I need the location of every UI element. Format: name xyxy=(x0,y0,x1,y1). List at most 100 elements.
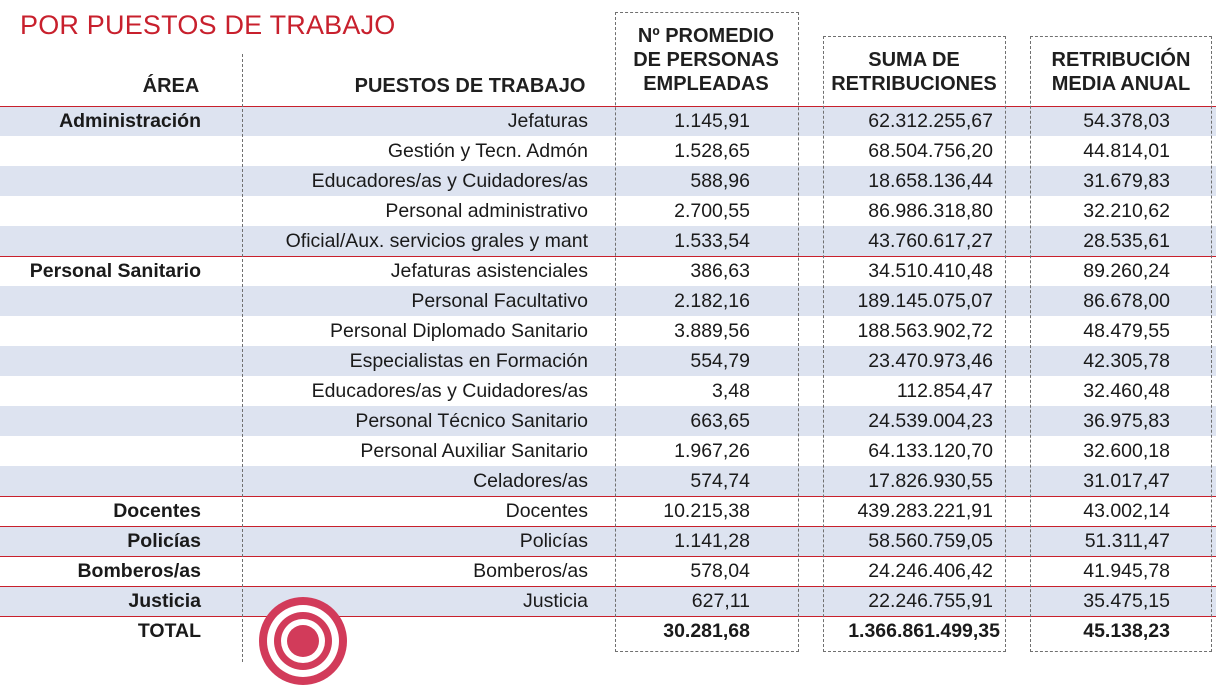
header-media: RETRIBUCIÓN MEDIA ANUAL xyxy=(1030,48,1212,96)
group-separator xyxy=(0,106,1216,107)
group-separator xyxy=(0,616,1216,617)
column-divider xyxy=(242,54,243,662)
suma-cell: 43.760.617,27 xyxy=(868,230,993,252)
media-cell: 43.002,14 xyxy=(1083,500,1170,522)
area-cell: Bomberos/as xyxy=(77,560,201,582)
puesto-cell: Jefaturas xyxy=(507,110,588,132)
promedio-cell: 588,96 xyxy=(690,170,750,192)
suma-cell: 22.246.755,91 xyxy=(868,590,993,612)
column-frame-media xyxy=(1030,36,1212,652)
promedio-cell: 3.889,56 xyxy=(674,320,750,342)
media-cell: 35.475,15 xyxy=(1083,590,1170,612)
total-promedio: 30.281,68 xyxy=(663,620,750,642)
suma-cell: 86.986.318,80 xyxy=(868,200,993,222)
suma-cell: 62.312.255,67 xyxy=(868,110,993,132)
area-cell: Personal Sanitario xyxy=(29,260,201,282)
group-separator xyxy=(0,496,1216,497)
suma-cell: 23.470.973,46 xyxy=(868,350,993,372)
row-band xyxy=(0,106,1216,136)
header-promedio-line1: Nº PROMEDIO xyxy=(637,25,775,47)
header-puesto: PUESTOS DE TRABAJO xyxy=(354,75,586,97)
suma-cell: 24.539.004,23 xyxy=(868,410,993,432)
promedio-cell: 386,63 xyxy=(690,260,750,282)
row-band xyxy=(0,406,1216,436)
area-cell: Administración xyxy=(59,110,201,132)
suma-cell: 34.510.410,48 xyxy=(868,260,993,282)
media-cell: 36.975,83 xyxy=(1083,410,1170,432)
puesto-cell: Celadores/as xyxy=(473,470,588,492)
header-area: ÁREA xyxy=(142,75,200,97)
promedio-cell: 2.700,55 xyxy=(674,200,750,222)
promedio-cell: 10.215,38 xyxy=(663,500,750,522)
promedio-cell: 1.967,26 xyxy=(674,440,750,462)
media-cell: 31.679,83 xyxy=(1083,170,1170,192)
puesto-cell: Bomberos/as xyxy=(473,560,588,582)
suma-cell: 68.504.756,20 xyxy=(868,140,993,162)
header-suma-line2: RETRIBUCIONES xyxy=(831,73,997,95)
area-cell: Docentes xyxy=(113,500,201,522)
page-title: POR PUESTOS DE TRABAJO xyxy=(20,10,396,40)
media-cell: 54.378,03 xyxy=(1083,110,1170,132)
puesto-cell: Justicia xyxy=(522,590,588,612)
suma-cell: 58.560.759,05 xyxy=(868,530,993,552)
promedio-cell: 663,65 xyxy=(690,410,750,432)
suma-cell: 189.145.075,07 xyxy=(857,290,993,312)
area-cell: Policías xyxy=(127,530,201,552)
puesto-cell: Docentes xyxy=(505,500,588,522)
row-band xyxy=(0,286,1216,316)
header-promedio-line2: DE PERSONAS xyxy=(633,49,779,71)
suma-cell: 64.133.120,70 xyxy=(868,440,993,462)
row-band xyxy=(0,226,1216,256)
header-suma-line1: SUMA DE xyxy=(868,49,960,71)
puesto-cell: Especialistas en Formación xyxy=(349,350,588,372)
promedio-cell: 627,11 xyxy=(691,590,750,612)
media-cell: 86.678,00 xyxy=(1083,290,1170,312)
area-cell: Justicia xyxy=(128,590,201,612)
media-cell: 42.305,78 xyxy=(1083,350,1170,372)
puesto-cell: Educadores/as y Cuidadores/as xyxy=(311,380,588,402)
header-media-line2: MEDIA ANUAL xyxy=(1051,73,1191,95)
media-cell: 32.600,18 xyxy=(1083,440,1170,462)
promedio-cell: 574,74 xyxy=(690,470,750,492)
suma-cell: 24.246.406,42 xyxy=(868,560,993,582)
suma-cell: 112.854,47 xyxy=(896,380,993,402)
promedio-cell: 554,79 xyxy=(690,350,750,372)
media-cell: 32.210,62 xyxy=(1083,200,1170,222)
row-band xyxy=(0,466,1216,496)
puesto-cell: Policías xyxy=(519,530,588,552)
row-band xyxy=(0,166,1216,196)
group-separator xyxy=(0,526,1216,527)
media-cell: 41.945,78 xyxy=(1083,560,1170,582)
media-cell: 48.479,55 xyxy=(1083,320,1170,342)
header-promedio: Nº PROMEDIO DE PERSONAS EMPLEADAS xyxy=(616,24,796,96)
puesto-cell: Oficial/Aux. servicios grales y mant xyxy=(285,230,588,252)
promedio-cell: 1.141,28 xyxy=(674,530,750,552)
puesto-cell: Personal Técnico Sanitario xyxy=(355,410,588,432)
promedio-cell: 3,48 xyxy=(712,380,750,402)
total-suma: 1.366.861.499,35 xyxy=(848,620,1000,642)
promedio-cell: 2.182,16 xyxy=(674,290,750,312)
suma-cell: 439.283.221,91 xyxy=(857,500,993,522)
group-separator xyxy=(0,556,1216,557)
row-band xyxy=(0,346,1216,376)
total-media: 45.138,23 xyxy=(1083,620,1170,642)
puesto-cell: Personal Facultativo xyxy=(411,290,588,312)
suma-cell: 18.658.136,44 xyxy=(868,170,993,192)
promedio-cell: 1.533,54 xyxy=(674,230,750,252)
media-cell: 31.017,47 xyxy=(1083,470,1170,492)
header-suma: SUMA DE RETRIBUCIONES xyxy=(824,48,1004,96)
media-cell: 44.814,01 xyxy=(1083,140,1170,162)
puesto-cell: Personal Auxiliar Sanitario xyxy=(360,440,588,462)
media-cell: 51.311,47 xyxy=(1084,530,1170,552)
column-frame-suma xyxy=(823,36,1006,652)
puesto-cell: Educadores/as y Cuidadores/as xyxy=(311,170,588,192)
suma-cell: 188.563.902,72 xyxy=(857,320,993,342)
puesto-cell: Jefaturas asistenciales xyxy=(390,260,588,282)
total-label: TOTAL xyxy=(137,620,201,642)
row-band xyxy=(0,586,1216,616)
promedio-cell: 578,04 xyxy=(690,560,750,582)
column-frame-promedio xyxy=(615,12,799,652)
header-media-line1: RETRIBUCIÓN xyxy=(1051,49,1191,71)
puesto-cell: Personal administrativo xyxy=(385,200,588,222)
promedio-cell: 1.145,91 xyxy=(674,110,750,132)
